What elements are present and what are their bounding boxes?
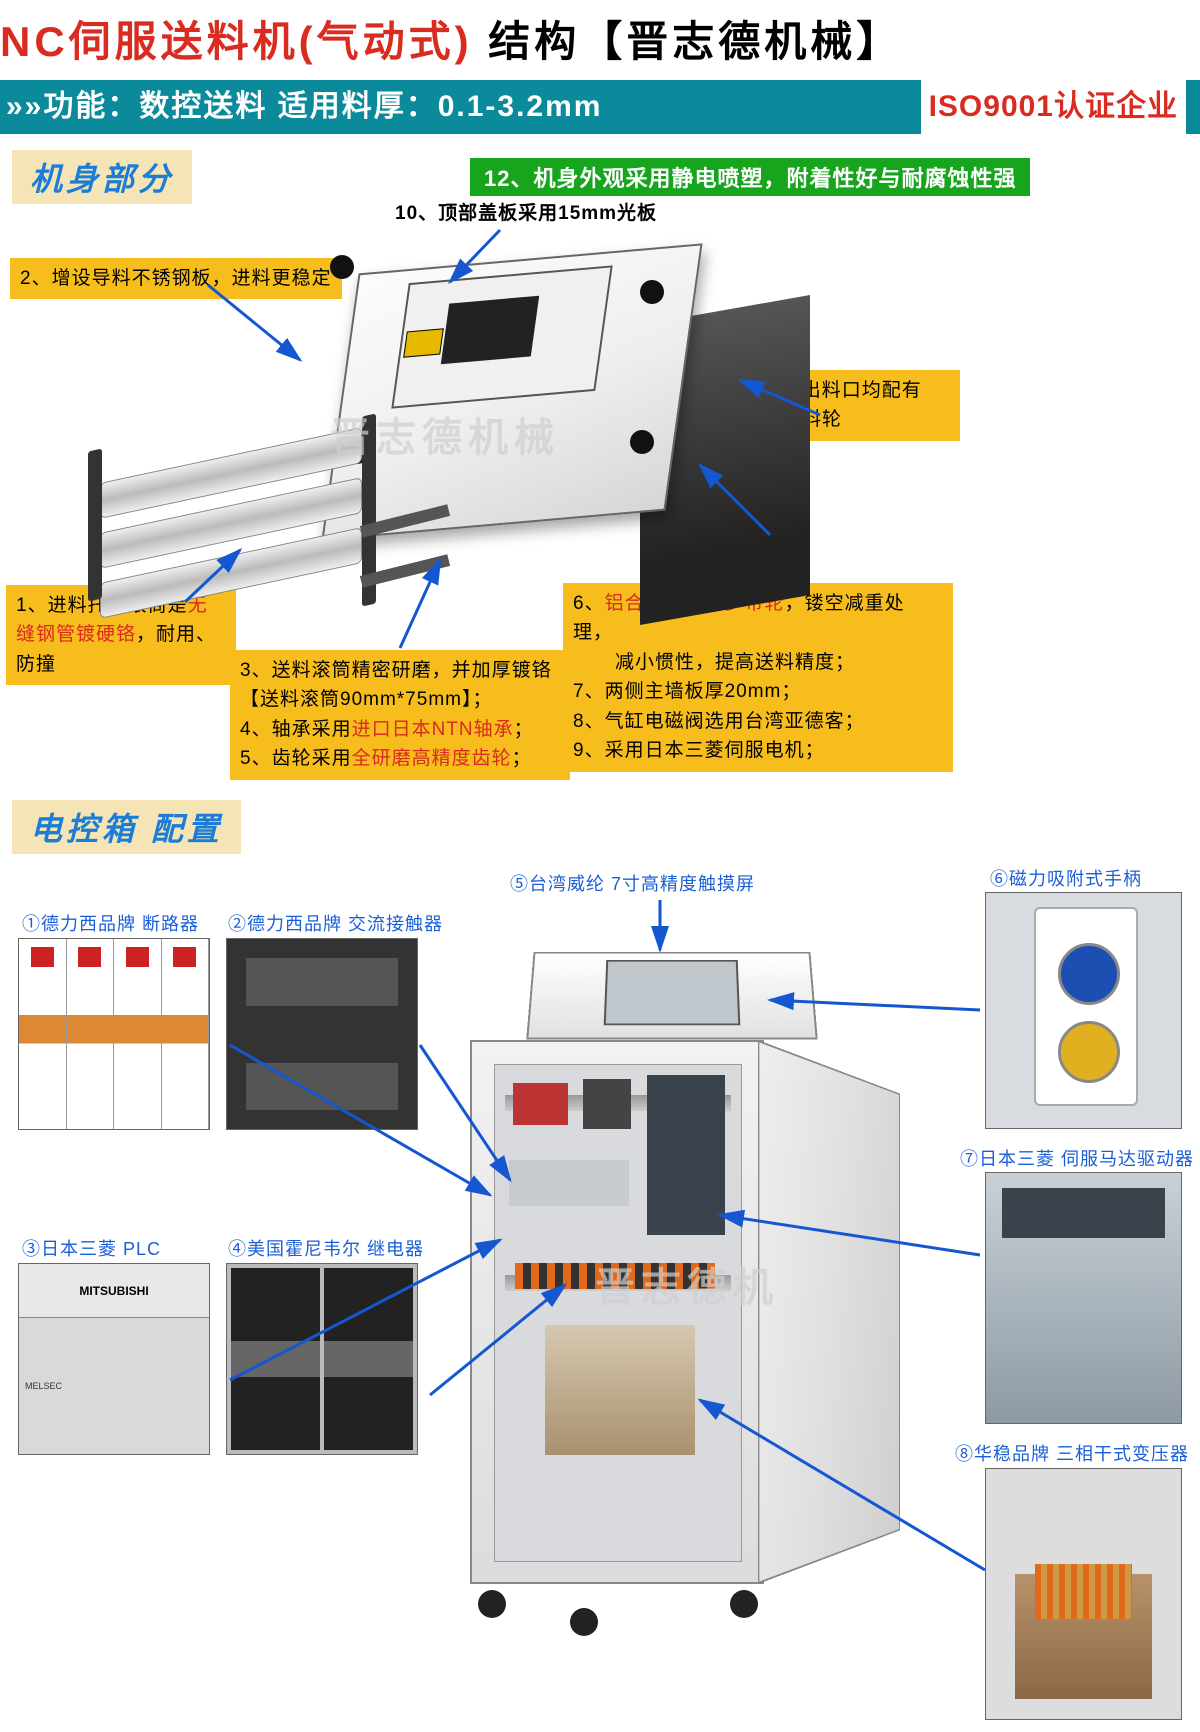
control-callout-5: ⑤台湾威纶 7寸高精度触摸屏 [510, 870, 755, 896]
main-title: NC伺服送料机(气动式) 结构【晋志德机械】 [0, 8, 1200, 69]
component-servo [985, 1172, 1182, 1424]
component-transformer [985, 1468, 1182, 1720]
component-handle [985, 892, 1182, 1129]
inner-transformer-icon [545, 1325, 695, 1455]
button-blue-icon [1058, 943, 1120, 1005]
button-yellow-icon [1058, 1021, 1120, 1083]
plc-brand: MITSUBISHI [19, 1264, 209, 1318]
label-handle: ⑥磁力吸附式手柄 [990, 865, 1142, 891]
watermark-text: 晋志德机械 [330, 405, 560, 463]
caster-wheel-icon [478, 1590, 506, 1618]
label-contactor: ②德力西品牌 交流接触器 [228, 910, 443, 936]
machine-warning-label [403, 328, 444, 358]
label-servo: ⑦日本三菱 伺服马达驱动器 [960, 1145, 1194, 1171]
inner-breaker-icon [513, 1083, 568, 1125]
iso-badge: ISO9001认证企业 [921, 80, 1186, 134]
label-transformer: ⑧华稳品牌 三相干式变压器 [955, 1440, 1189, 1466]
inner-servo-icon [647, 1075, 725, 1235]
inner-plc-icon [509, 1160, 629, 1206]
component-breaker [18, 938, 210, 1130]
machine-control-panel [441, 296, 539, 365]
component-contactor [226, 938, 418, 1130]
roller-frame-icon [88, 449, 102, 602]
subtitle-text: »»功能：数控送料 适用料厚：0.1-3.2mm [6, 90, 602, 123]
title-black-part: 结构【晋志德机械】 [473, 18, 903, 65]
cabinet-interior [494, 1064, 742, 1562]
title-red-part: NC伺服送料机(气动式) [0, 18, 473, 65]
knob-icon [630, 430, 654, 454]
caster-wheel-icon [730, 1590, 758, 1618]
section-control-label: 电控箱 配置 [12, 800, 241, 854]
inner-contactor-icon [583, 1079, 631, 1129]
label-plc: ③日本三菱 PLC [22, 1235, 161, 1261]
section-body-label: 机身部分 [12, 150, 192, 204]
watermark-text-2: 晋志德机 [595, 1255, 779, 1313]
label-relay: ④美国霍尼韦尔 继电器 [228, 1235, 424, 1261]
component-relay [226, 1263, 418, 1455]
label-breaker: ①德力西品牌 断路器 [22, 910, 199, 936]
cabinet-door [758, 1040, 900, 1584]
plc-model: MELSEC [19, 1318, 209, 1454]
page-root: NC伺服送料机(气动式) 结构【晋志德机械】 »»功能：数控送料 适用料厚：0.… [0, 0, 1200, 1732]
caster-wheel-icon [570, 1608, 598, 1636]
knob-icon [640, 280, 664, 304]
cabinet-touchscreen [604, 960, 741, 1025]
knob-icon [330, 255, 354, 279]
component-plc: MITSUBISHI MELSEC [18, 1263, 210, 1455]
green-banner: 12、机身外观采用静电喷塑，附着性好与耐腐蚀性强 [470, 158, 1030, 196]
machine-illustration: 晋志德机械 [80, 215, 880, 765]
subtitle-bar: »»功能：数控送料 适用料厚：0.1-3.2mm ISO9001认证企业 [0, 80, 1200, 134]
